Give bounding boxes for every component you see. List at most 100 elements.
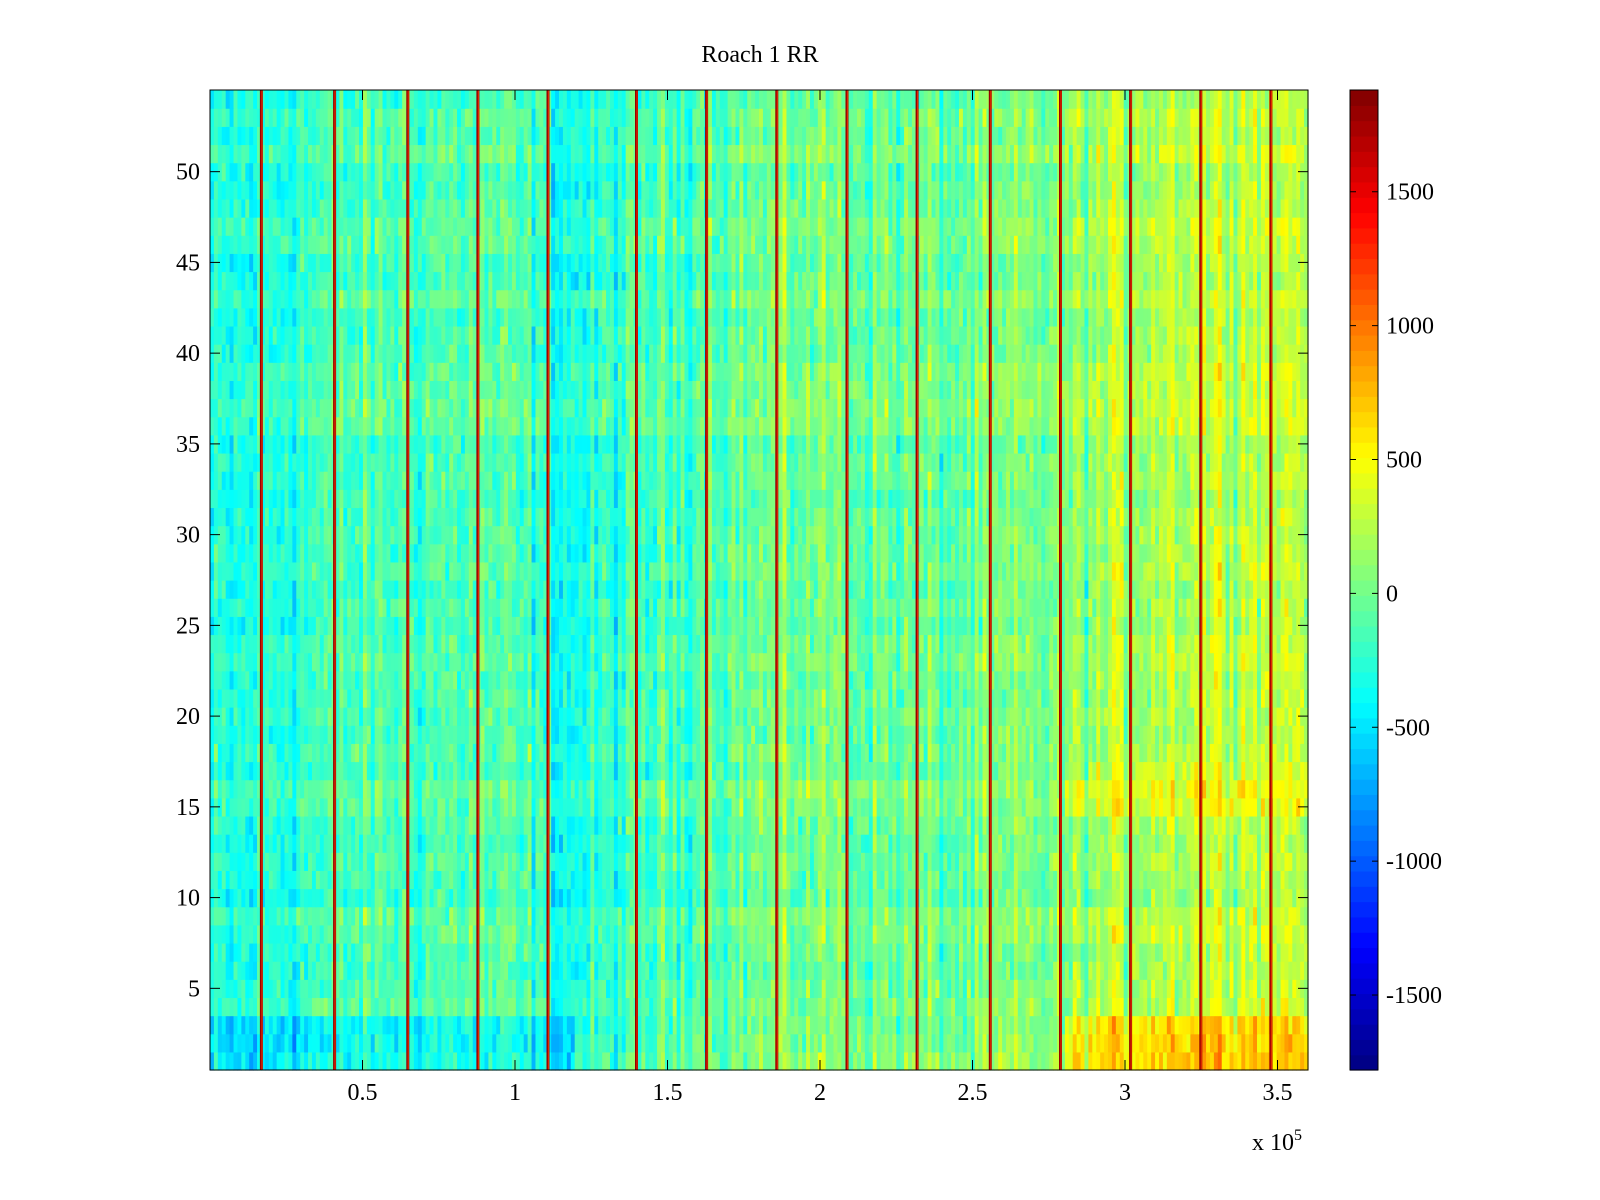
heatmap-cell — [559, 815, 564, 835]
heatmap-cell — [1029, 961, 1035, 980]
heatmap-cell — [433, 997, 439, 1017]
heatmap-cell — [962, 961, 968, 980]
heatmap-cell — [982, 834, 988, 853]
heatmap-cell — [1037, 888, 1042, 908]
heatmap-cell — [939, 924, 944, 944]
heatmap-cell — [923, 888, 929, 908]
heatmap-cell — [1147, 1033, 1152, 1053]
heatmap-cell — [1221, 924, 1227, 944]
heatmap-cell — [351, 1033, 356, 1053]
heatmap-cell — [484, 888, 490, 908]
heatmap-cell — [955, 1015, 960, 1035]
heatmap-cell — [1221, 852, 1227, 871]
heatmap-cell — [1206, 1033, 1211, 1053]
heatmap-cell — [723, 1033, 729, 1053]
heatmap-cell — [1229, 888, 1235, 908]
heatmap-cell — [413, 1033, 419, 1053]
heatmap-cell — [998, 834, 1003, 853]
heatmap-cell — [1002, 1015, 1007, 1035]
heatmap-cell — [1029, 1015, 1035, 1035]
heatmap-cell — [1221, 779, 1227, 799]
heatmap-cell — [245, 1015, 250, 1035]
heatmap-cell — [649, 979, 654, 999]
heatmap-cell — [955, 852, 960, 871]
heatmap-cell — [1213, 997, 1219, 1017]
heatmap-cell — [868, 743, 874, 763]
heatmap-cell — [417, 888, 423, 908]
heatmap-cell — [359, 815, 364, 835]
heatmap-cell — [794, 979, 799, 999]
heatmap-cell — [1155, 961, 1160, 980]
heatmap-cell — [300, 888, 305, 908]
heatmap-cell — [880, 834, 886, 853]
heatmap-cell — [1088, 888, 1093, 908]
heatmap-cell — [990, 743, 995, 763]
heatmap-cell — [711, 815, 717, 835]
heatmap-cell — [264, 761, 270, 781]
heatmap-cell — [1143, 979, 1148, 999]
heatmap-cell — [1009, 743, 1015, 763]
heatmap-cell — [339, 797, 344, 817]
heatmap-cell — [311, 997, 317, 1017]
heatmap-cell — [1041, 1033, 1046, 1053]
heatmap-cell — [543, 997, 548, 1017]
heatmap-cell — [715, 997, 721, 1017]
heatmap-cell — [598, 852, 603, 871]
heatmap-cell — [853, 997, 858, 1017]
heatmap-cell — [284, 942, 290, 962]
heatmap-cell — [645, 743, 650, 763]
heatmap-cell — [260, 942, 266, 962]
heatmap-cell — [798, 1033, 803, 1053]
heatmap-cell — [1025, 1051, 1031, 1071]
heatmap-cell — [484, 761, 490, 781]
heatmap-cell — [1143, 761, 1148, 781]
heatmap-cell — [359, 888, 364, 908]
heatmap-cell — [931, 1051, 937, 1071]
heatmap-cell — [374, 834, 380, 853]
heatmap-cell — [378, 779, 384, 799]
heatmap-cell — [253, 942, 258, 962]
heatmap-cell — [1021, 797, 1027, 817]
heatmap-cell — [966, 997, 972, 1017]
heatmap-cell — [1253, 942, 1258, 962]
heatmap-cell — [786, 979, 791, 999]
heatmap-cell — [766, 852, 772, 871]
heatmap-cell — [1264, 1015, 1270, 1035]
heatmap-cell — [284, 870, 290, 890]
heatmap-cell — [1053, 961, 1058, 980]
heatmap-cell — [931, 834, 937, 853]
heatmap-cell — [1209, 942, 1215, 962]
heatmap-cell — [347, 906, 352, 926]
heatmap-cell — [562, 924, 568, 944]
heatmap-cell — [359, 834, 364, 853]
heatmap-cell — [276, 852, 282, 871]
heatmap-cell — [1249, 815, 1254, 835]
heatmap-cell — [445, 1051, 450, 1071]
heatmap-cell — [884, 961, 890, 980]
heatmap-cell — [876, 852, 882, 871]
heatmap-cell — [1292, 942, 1297, 962]
heatmap-cell — [782, 997, 788, 1017]
heatmap-cell — [504, 961, 509, 980]
heatmap-cell — [1276, 761, 1282, 781]
heatmap-cell — [884, 997, 890, 1017]
heatmap-cell — [343, 888, 348, 908]
heatmap-cell — [598, 779, 603, 799]
heatmap-cell — [943, 1033, 948, 1053]
heatmap-cell — [896, 779, 901, 799]
heatmap-cell — [253, 888, 258, 908]
heatmap-cell — [680, 1051, 686, 1071]
heatmap-cell — [1182, 888, 1188, 908]
heatmap-cell — [225, 761, 231, 781]
heatmap-cell — [939, 852, 944, 871]
heatmap-cell — [1111, 906, 1117, 926]
heatmap-cell — [1002, 1051, 1007, 1071]
heatmap-cell — [962, 906, 968, 926]
heatmap-cell — [1135, 997, 1140, 1017]
heatmap-cell — [500, 815, 505, 835]
heatmap-cell — [453, 906, 458, 926]
heatmap-cell — [660, 997, 666, 1017]
heatmap-cell — [688, 997, 693, 1017]
heatmap-cell — [837, 997, 842, 1017]
heatmap-cell — [1041, 761, 1046, 781]
